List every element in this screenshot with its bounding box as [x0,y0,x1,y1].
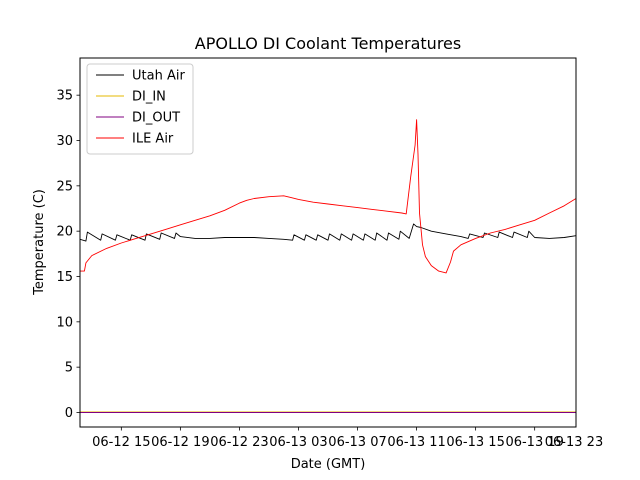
y-tick-label: 20 [56,225,73,240]
y-axis-label: Temperature (C) [32,189,47,296]
x-tick-label: 06-13 03 [269,435,327,450]
y-tick-label: 10 [56,315,73,330]
legend: Utah Air DI_IN DI_OUT ILE Air [86,63,194,155]
y-tick-label: 30 [56,134,73,149]
legend-label: DI_IN [132,90,166,105]
x-tick-label: 06-13 11 [387,435,445,450]
legend-label: DI_OUT [132,111,180,126]
y-tick-label: 25 [56,179,73,194]
y-tick-label: 5 [65,361,73,376]
legend-label: ILE Air [132,132,174,147]
x-tick-label: 06-12 15 [92,435,150,450]
y-tick-label: 35 [56,89,73,104]
y-tick-label: 15 [56,270,73,285]
series-line-ile-air [80,119,576,274]
x-tick-label: 06-13 15 [446,435,504,450]
x-tick-label: 06-13 07 [328,435,386,450]
x-tick-label: 06-12 19 [151,435,209,450]
chart-title: APOLLO DI Coolant Temperatures [195,34,461,53]
x-axis-label: Date (GMT) [291,457,366,472]
plot-border [79,57,577,428]
x-tick-label: 06-12 23 [210,435,268,450]
legend-box [86,63,194,155]
x-tick-label: 06-13 23 [545,435,603,450]
y-tick-label: 0 [65,406,73,421]
legend-label: Utah Air [132,69,185,84]
x-tick-label: 06-13 19 [505,435,563,450]
